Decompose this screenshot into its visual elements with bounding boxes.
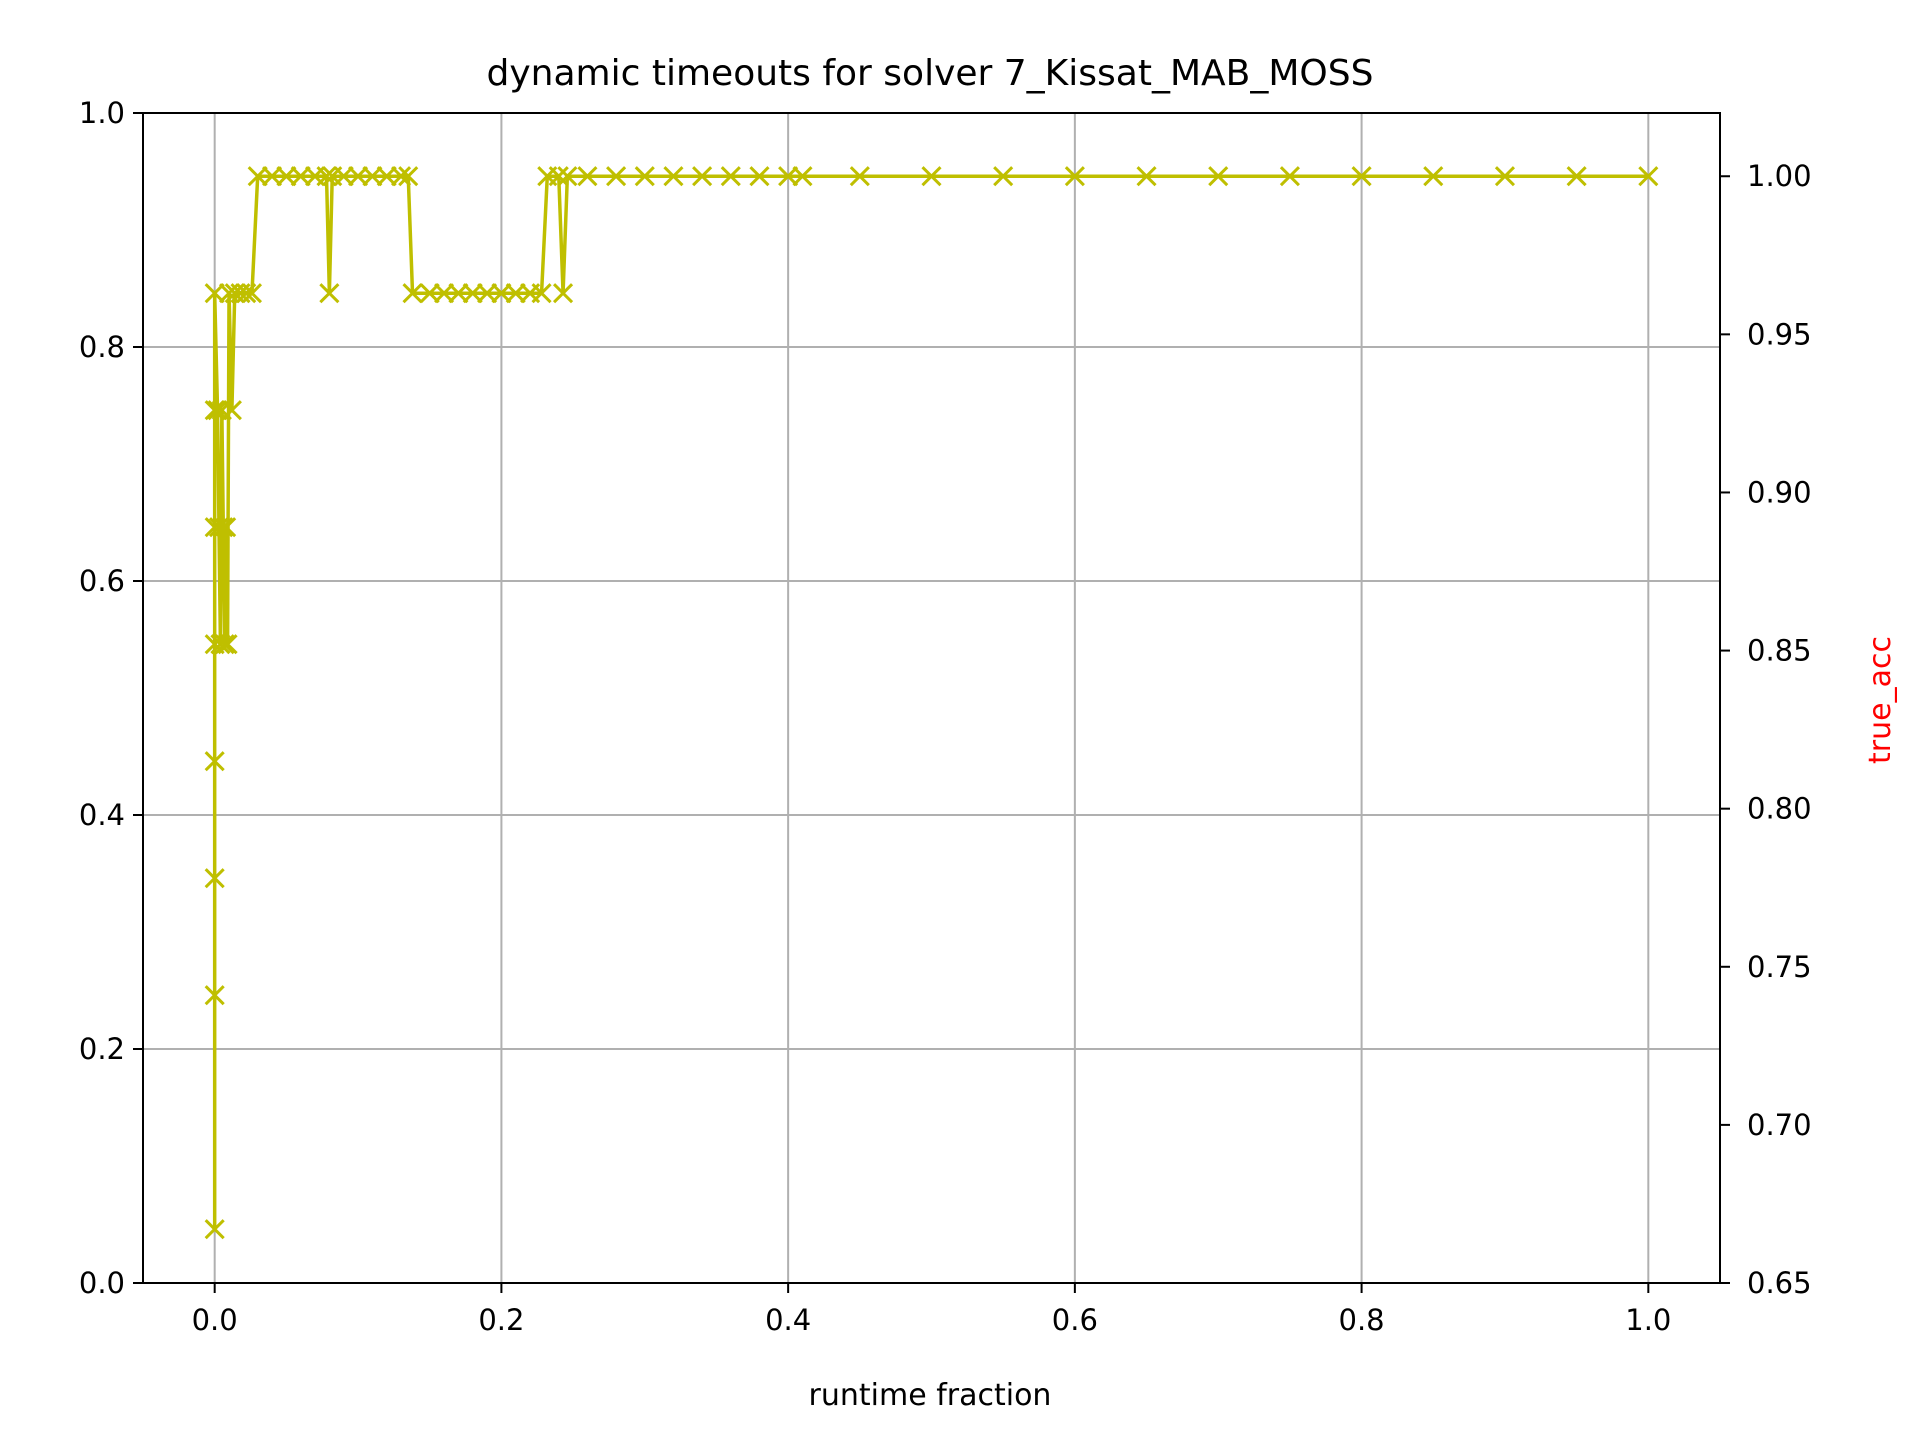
data-point-marker bbox=[477, 283, 498, 304]
data-point-marker bbox=[362, 166, 383, 187]
x-tick-label: 0.0 bbox=[192, 1303, 238, 1337]
data-point-marker bbox=[778, 166, 799, 187]
data-point-marker bbox=[347, 166, 369, 187]
data-point-marker bbox=[214, 634, 235, 655]
y-tick-label: 0.4 bbox=[79, 798, 125, 832]
y2-tick-label: 0.85 bbox=[1747, 634, 1812, 668]
data-point-marker bbox=[720, 166, 741, 187]
data-point-marker bbox=[1064, 166, 1085, 187]
data-point-marker bbox=[419, 283, 440, 304]
data-point-marker bbox=[462, 283, 483, 304]
y2-tick-label: 0.75 bbox=[1747, 950, 1812, 984]
y2-axis-label: true_acc bbox=[1863, 636, 1898, 764]
chart-title: dynamic timeouts for solver 7_Kissat_MAB… bbox=[487, 53, 1374, 94]
y-tick-label: 1.0 bbox=[79, 96, 125, 130]
series-layer bbox=[204, 166, 1659, 1240]
data-point-marker bbox=[402, 283, 423, 304]
y-tick-label: 0.2 bbox=[79, 1032, 125, 1066]
data-point-marker bbox=[1279, 166, 1300, 187]
data-point-marker bbox=[236, 283, 257, 304]
y2-tick-label: 0.95 bbox=[1747, 317, 1812, 351]
data-point-marker bbox=[241, 283, 263, 304]
data-point-marker bbox=[316, 166, 337, 187]
y2-tick-label: 1.00 bbox=[1747, 159, 1812, 193]
data-point-marker bbox=[376, 166, 397, 187]
data-point-marker bbox=[1351, 166, 1372, 187]
plot-frame bbox=[142, 112, 1721, 1284]
data-point-marker bbox=[692, 166, 713, 187]
data-point-marker bbox=[606, 166, 627, 187]
data-point-marker bbox=[505, 283, 526, 304]
data-point-marker bbox=[276, 166, 297, 187]
data-point-marker bbox=[216, 517, 237, 538]
data-point-marker bbox=[210, 634, 231, 655]
data-point-marker bbox=[849, 166, 870, 187]
data-point-marker bbox=[217, 634, 238, 655]
data-point-marker bbox=[333, 166, 354, 187]
y2-tick-label: 0.80 bbox=[1747, 792, 1812, 826]
data-point-marker bbox=[204, 1219, 225, 1240]
data-point-marker bbox=[204, 868, 225, 889]
x-tick-label: 0.6 bbox=[1052, 1303, 1098, 1337]
x-tick-label: 1.0 bbox=[1625, 1303, 1671, 1337]
data-point-marker bbox=[548, 166, 569, 187]
data-point-marker bbox=[204, 283, 225, 304]
data-point-marker bbox=[290, 166, 311, 187]
data-point-marker bbox=[390, 166, 412, 187]
data-point-marker bbox=[557, 166, 578, 187]
y2-tick-label: 0.65 bbox=[1747, 1266, 1812, 1300]
data-point-marker bbox=[204, 751, 225, 772]
x-tick-label: 0.8 bbox=[1339, 1303, 1385, 1337]
data-point-marker bbox=[1494, 166, 1516, 187]
data-point-marker bbox=[1423, 166, 1444, 187]
data-point-marker bbox=[1136, 166, 1157, 187]
data-point-marker bbox=[749, 166, 770, 187]
data-point-marker bbox=[792, 166, 813, 187]
data-point-marker bbox=[634, 166, 655, 187]
data-point-marker bbox=[552, 283, 574, 304]
y2-tick-label: 0.90 bbox=[1747, 475, 1812, 509]
data-point-marker bbox=[319, 283, 340, 304]
data-point-marker bbox=[531, 283, 552, 304]
y2-tick-label: 0.70 bbox=[1747, 1108, 1812, 1142]
data-point-marker bbox=[204, 985, 225, 1006]
data-point-marker bbox=[1566, 166, 1587, 187]
y-tick-label: 0.0 bbox=[79, 1266, 125, 1300]
axes-layer bbox=[142, 112, 1721, 1284]
x-axis-label: runtime fraction bbox=[809, 1378, 1052, 1413]
data-point-marker bbox=[207, 400, 228, 421]
data-point-marker bbox=[921, 166, 942, 187]
data-point-marker bbox=[208, 517, 230, 538]
data-point-marker bbox=[221, 400, 242, 421]
y-tick-label: 0.6 bbox=[79, 564, 125, 598]
data-point-marker bbox=[663, 166, 684, 187]
data-point-marker bbox=[247, 166, 268, 187]
data-point-marker bbox=[434, 283, 455, 304]
data-point-marker bbox=[577, 166, 598, 187]
data-point-marker bbox=[491, 283, 512, 304]
data-point-marker bbox=[993, 166, 1014, 187]
data-point-marker bbox=[213, 517, 234, 538]
x-tick-label: 0.4 bbox=[765, 1303, 811, 1337]
y-tick-label: 0.8 bbox=[79, 330, 125, 364]
tick-layer: 0.0 0.2 0.4 0.6 0.8 1.0 0.0 0.2 0.4 0.6 0.8 1.0 0.65… bbox=[79, 96, 1812, 1337]
data-point-marker bbox=[204, 400, 225, 421]
data-point-marker bbox=[1638, 166, 1659, 187]
x-tick-label: 0.2 bbox=[478, 1303, 524, 1337]
data-point-marker bbox=[448, 283, 469, 304]
data-point-marker bbox=[1208, 166, 1229, 187]
data-point-marker bbox=[398, 166, 419, 187]
data-point-marker bbox=[261, 166, 283, 187]
